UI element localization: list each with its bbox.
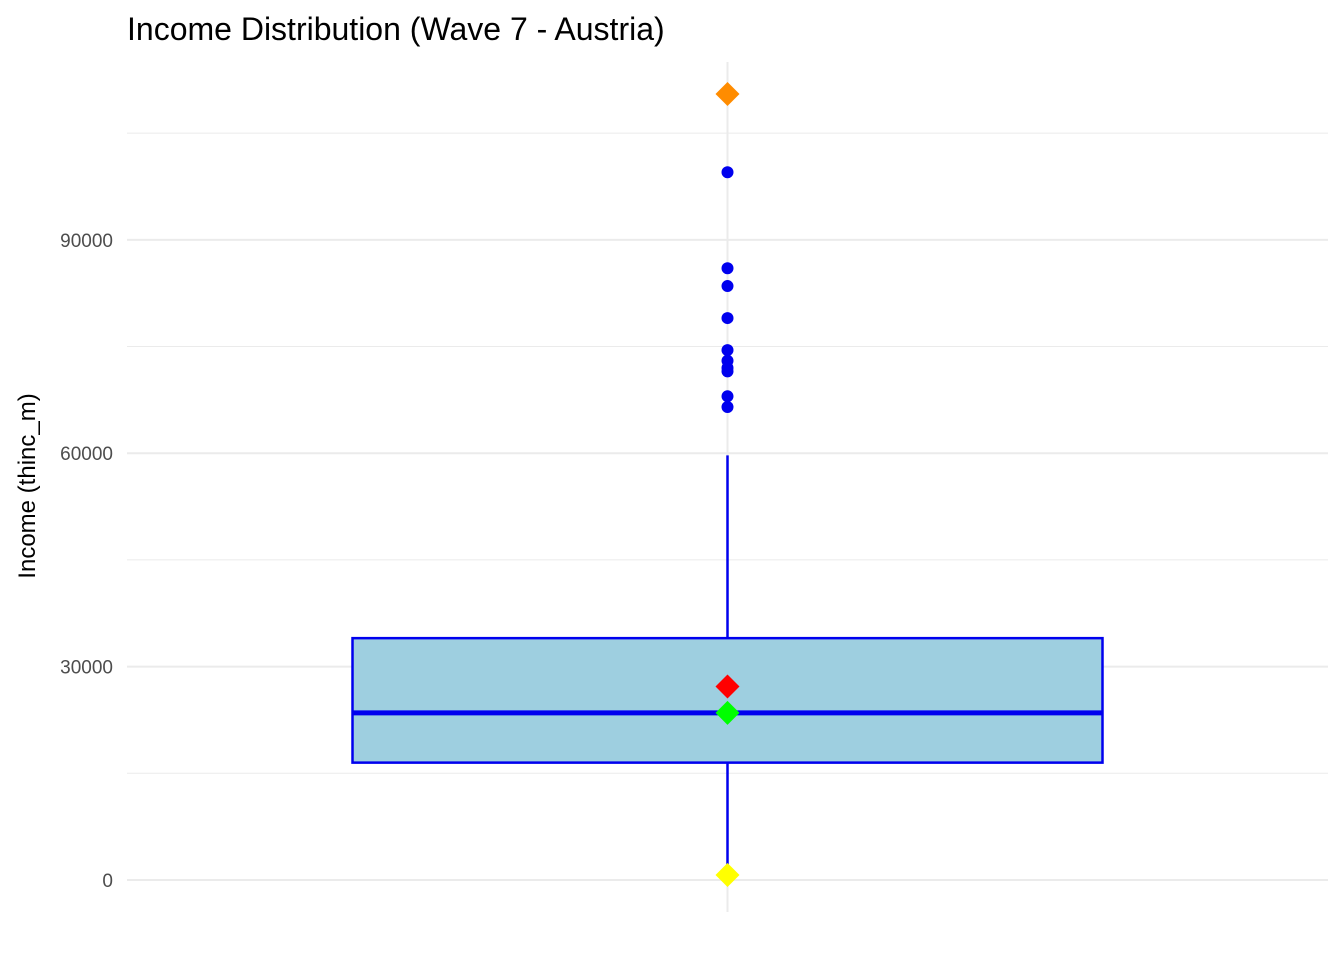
outlier-point <box>722 262 734 274</box>
outlier-point <box>722 312 734 324</box>
y-axis-label: Income (thinc_m) <box>14 393 41 578</box>
diamond-marker <box>716 863 740 887</box>
y-tick-label: 90000 <box>60 231 113 252</box>
outlier-point <box>722 355 734 367</box>
outlier-point <box>722 401 734 413</box>
y-tick-labels: 0 30000 60000 90000 <box>60 231 113 892</box>
outlier-point <box>722 344 734 356</box>
y-tick-label: 30000 <box>60 658 113 679</box>
outlier-point <box>722 166 734 178</box>
diamond-marker <box>716 82 740 106</box>
outlier-point <box>722 390 734 402</box>
chart-title: Income Distribution (Wave 7 - Austria) <box>127 11 665 47</box>
y-tick-label: 0 <box>102 871 113 892</box>
outlier-point <box>722 280 734 292</box>
interquartile-box <box>353 638 1103 762</box>
y-tick-label: 60000 <box>60 444 113 465</box>
boxplot-layer <box>353 455 1103 876</box>
